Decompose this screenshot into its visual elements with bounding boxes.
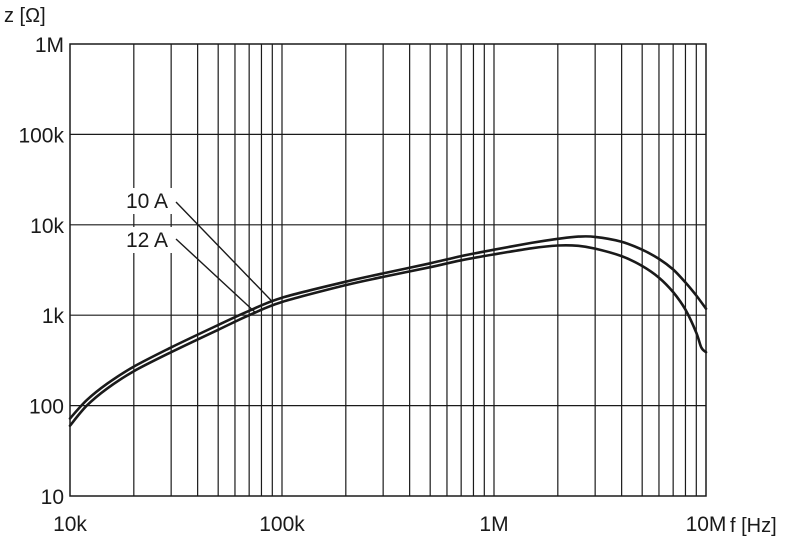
series-label: 12 A	[126, 229, 168, 252]
series-leader-line	[175, 201, 273, 303]
plot-frame	[69, 43, 707, 497]
series-line-1	[68, 235, 708, 420]
series-label-background	[110, 188, 172, 214]
y-tick-label: 10k	[30, 215, 64, 238]
curves	[68, 235, 708, 427]
series-line-2	[68, 243, 708, 427]
x-tick-label: 10M	[686, 513, 727, 536]
grid	[70, 44, 706, 496]
series-label: 10 A	[126, 190, 168, 213]
x-tick-label: 10k	[53, 513, 87, 536]
x-tick-label: 1M	[479, 513, 508, 536]
y-tick-label: 100	[29, 396, 64, 419]
x-axis-label: f [Hz]	[730, 515, 777, 537]
y-tick-label: 10	[41, 486, 64, 509]
x-tick-label: 100k	[259, 513, 305, 536]
series-annotations: 10 A 12 A	[110, 188, 273, 314]
tick-labels: 10k 100k 1M 10M 10 100 1k 10k 100k 1M	[18, 34, 726, 536]
y-tick-label: 100k	[18, 124, 64, 147]
y-axis-label: z [Ω]	[4, 5, 46, 27]
y-tick-label: 1M	[35, 34, 64, 57]
series-label-background	[110, 227, 172, 253]
y-tick-label: 1k	[42, 305, 65, 328]
series-leader-line	[175, 238, 256, 314]
